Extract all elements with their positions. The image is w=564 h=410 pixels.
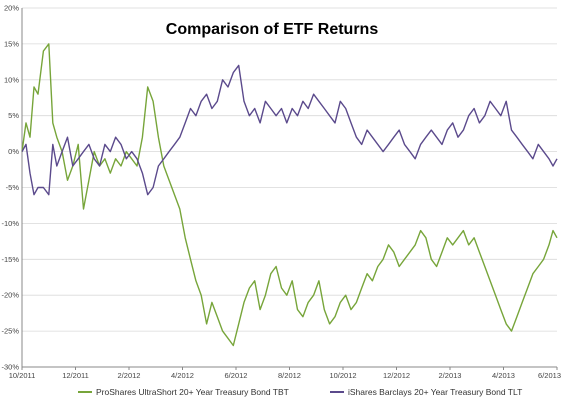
y-tick-label: 20% [4,4,19,13]
x-tick-label: 8/2012 [278,371,301,380]
y-tick-label: -10% [1,219,19,228]
y-tick-label: 15% [4,39,19,48]
series-lines [21,43,558,347]
y-axis-ticks: 20% 15% 10% 5% 0% -5% -10% -15% -20% -25% -30% [1,4,19,372]
x-tick-label: 12/2011 [62,371,89,380]
legend: ProShares UltraShort 20+ Year Treasury B… [78,387,522,397]
y-tick-label: -15% [1,255,19,264]
x-tick-label: 2/2012 [118,371,141,380]
y-tick-label: -20% [1,291,19,300]
x-tick-label: 6/2013 [538,371,561,380]
x-tick-label: 10/2012 [329,371,356,380]
grid-lines [22,7,557,368]
y-tick-label: -5% [6,183,20,192]
y-tick-label: 10% [4,75,19,84]
x-tick-label: 4/2012 [171,371,194,380]
x-tick-label: 10/2011 [9,371,36,380]
chart-title: Comparison of ETF Returns [166,21,379,38]
x-axis-ticks: 10/2011 12/2011 2/2012 4/2012 6/2012 8/2012 10… [9,367,561,380]
x-tick-label: 12/2012 [383,371,410,380]
x-tick-label: 6/2012 [225,371,248,380]
x-tick-label: 2/2013 [439,371,462,380]
x-tick-label: 4/2013 [492,371,515,380]
y-tick-label: 0% [8,147,19,156]
legend-label-1: iShares Barclays 20+ Year Treasury Bond … [348,387,522,397]
y-tick-label: -30% [1,363,19,372]
legend-label-0: ProShares UltraShort 20+ Year Treasury B… [96,387,289,397]
y-tick-label: -25% [1,327,19,336]
y-tick-label: 5% [8,111,19,120]
series-line-tlt [21,64,558,196]
series-line-tbt [21,43,558,347]
